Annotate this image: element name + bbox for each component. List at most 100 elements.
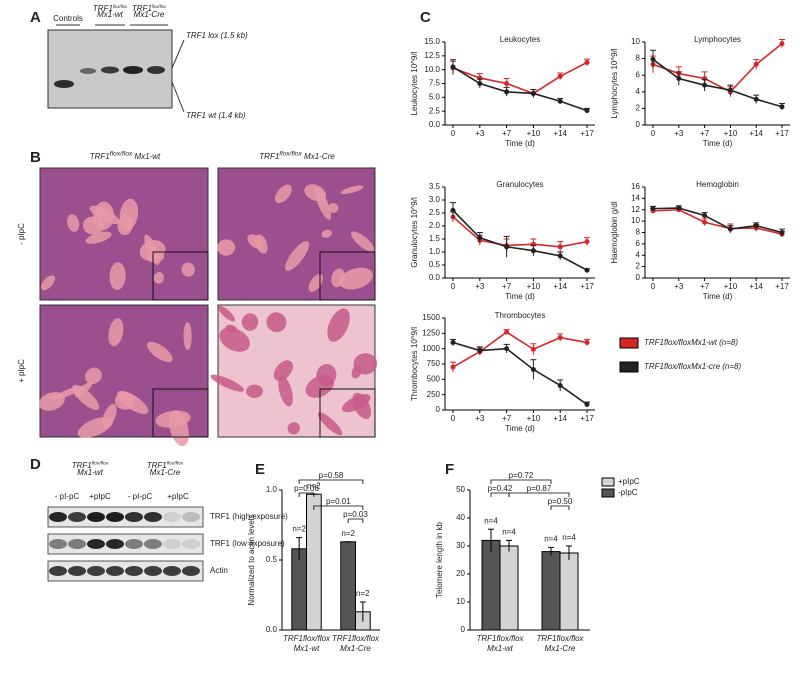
- y-tick-label: 2: [636, 104, 641, 113]
- p-value: p=0.03: [343, 510, 368, 519]
- histology-texture: [317, 412, 343, 436]
- blot-band: [144, 539, 162, 549]
- panel-label: B: [30, 149, 41, 166]
- histology-texture: [84, 367, 102, 385]
- blot-band: [144, 566, 162, 576]
- arrow: [171, 39, 185, 69]
- genotype-label: TRF1flox/flox Mx1-wt: [72, 461, 109, 477]
- data-point: [530, 367, 536, 373]
- histology-texture: [210, 374, 245, 392]
- blot-band: [68, 512, 86, 522]
- category-line: Mx1-Cre: [545, 644, 576, 653]
- x-tick-label: TRF1flox/flox Mx1-Cre: [332, 634, 380, 653]
- y-tick-label: 1.5: [429, 234, 441, 243]
- x-tick-label: +17: [775, 129, 789, 138]
- genotype-label: TRF1flox/flox Mx1-Cre: [259, 150, 335, 161]
- y-tick-label: 4: [636, 87, 641, 96]
- histology-texture: [340, 185, 364, 195]
- gene: TRF1: [132, 4, 152, 13]
- inset-frame: [319, 251, 376, 301]
- p-value: p=0.01: [326, 497, 351, 506]
- histology-texture: [247, 234, 264, 249]
- blot-band: [125, 539, 143, 549]
- line-name: Mx1-wt: [132, 152, 161, 161]
- x-tick-label: +3: [674, 129, 684, 138]
- lane-label: - pI-pC: [55, 492, 80, 501]
- data-point: [557, 335, 563, 341]
- histology-texture: [285, 241, 310, 271]
- category-line: Mx1-Cre: [340, 644, 371, 653]
- x-tick-label: +3: [475, 414, 485, 423]
- category-line: Mx1-wt: [487, 644, 514, 653]
- lane-label: +pIpC: [89, 492, 111, 501]
- legend-label: -pIpC: [618, 488, 638, 497]
- y-tick-label: 30: [456, 541, 465, 550]
- y-axis-label: Lymphocytes 10^9/l: [610, 48, 619, 118]
- histology-texture: [153, 272, 165, 284]
- blot-band: [163, 566, 181, 576]
- bar: [306, 493, 322, 631]
- y-tick-label: 16: [631, 182, 640, 191]
- band-label: TRF1 wt (1.4 kb): [186, 111, 246, 120]
- y-tick-label: 6: [636, 239, 641, 248]
- blot-band: [87, 539, 105, 549]
- bar: [559, 552, 579, 631]
- histology-texture: [327, 308, 350, 342]
- y-axis-label: Thrombocytes 10^9/l: [410, 327, 419, 401]
- inset-frame: [319, 388, 376, 438]
- gel-band: [54, 80, 74, 88]
- x-tick-label: +14: [553, 414, 567, 423]
- y-tick-label: 3.5: [429, 182, 441, 191]
- data-point: [450, 207, 456, 213]
- data-point: [753, 61, 759, 67]
- n-label: n=4: [484, 516, 498, 525]
- blot-band: [144, 512, 162, 522]
- series-line: [452, 216, 588, 248]
- gene: TRF1: [72, 461, 92, 470]
- data-point: [727, 226, 733, 232]
- y-tick-label: 750: [427, 359, 441, 368]
- x-tick-label: 0: [451, 129, 456, 138]
- y-tick-label: 0: [461, 625, 466, 634]
- data-point: [450, 340, 456, 346]
- panel-label: D: [30, 456, 41, 473]
- chart-title: Granulocytes: [496, 180, 543, 189]
- y-tick-label: 0: [436, 405, 441, 414]
- data-point: [584, 401, 590, 407]
- blot-band: [106, 566, 124, 576]
- series-line: [452, 341, 588, 406]
- y-tick-label: 40: [456, 513, 465, 522]
- data-point: [753, 96, 759, 102]
- gene: TRF1: [93, 4, 113, 13]
- x-tick-label: 0: [451, 414, 456, 423]
- p-value: p=0.72: [509, 471, 534, 480]
- blot-band: [182, 566, 200, 576]
- blot-band: [106, 512, 124, 522]
- y-tick-label: 0: [636, 273, 641, 282]
- p-value: p=0.58: [319, 471, 344, 480]
- data-point: [477, 235, 483, 241]
- band-label: TRF1 lox (1.5 kb): [186, 31, 248, 40]
- x-axis-label: Time (d): [703, 292, 733, 301]
- histology-texture: [278, 375, 293, 407]
- panel-label: A: [30, 9, 41, 26]
- legend-swatch: [601, 477, 615, 487]
- y-tick-label: 4: [636, 250, 641, 259]
- histology-texture: [351, 231, 375, 252]
- y-tick-label: 1000: [422, 344, 440, 353]
- x-tick-label: 0: [651, 129, 656, 138]
- blot-row-label: Actin: [210, 566, 228, 575]
- inset-frame: [152, 251, 209, 301]
- histology-texture: [353, 353, 378, 375]
- row-label: + pIpC: [17, 359, 26, 383]
- data-point: [557, 382, 563, 388]
- histology-texture: [287, 422, 301, 435]
- data-point: [584, 239, 590, 245]
- line-name: Mx1-Cre: [150, 468, 181, 477]
- genotype-label: TRF1flox/flox Mx1-Cre: [132, 4, 167, 19]
- y-tick-label: 0.5: [266, 555, 278, 564]
- y-axis-label: Normalized to actin levels: [247, 514, 256, 605]
- significance-bracket: [347, 518, 364, 523]
- x-tick-label: +7: [502, 129, 512, 138]
- legend-swatch: [619, 337, 639, 349]
